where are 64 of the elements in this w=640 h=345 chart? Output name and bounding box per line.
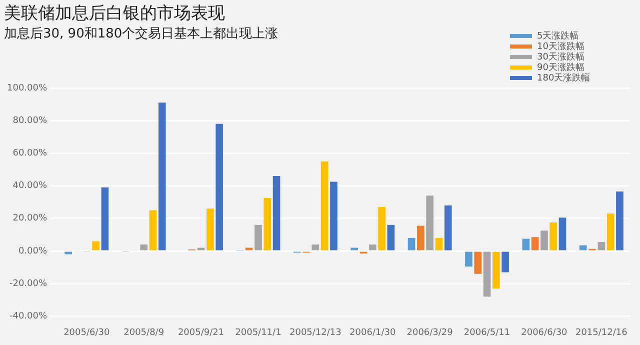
y-tick-label: 40.00% [12,181,48,192]
bar [149,210,157,250]
bar [140,244,148,250]
x-tick-label: 2006/5/11 [464,328,510,338]
bar [444,205,452,250]
chart-subtitle: 加息后30, 90和180个交易日基本上都出现上涨 [4,26,278,42]
bar [531,237,539,250]
bar [492,252,500,288]
bar [272,176,280,250]
bar [158,102,166,250]
bar [64,252,72,254]
bar [254,224,262,250]
bar [408,238,416,250]
bar [216,124,223,250]
bar [474,252,482,274]
x-tick-label: 2005/6/30 [64,328,110,338]
bar [101,187,109,250]
x-tick-label: 2006/6/30 [521,328,568,338]
x-tick-label: 2006/1/30 [350,328,396,338]
bar [483,252,491,297]
bar [465,252,472,266]
bar [522,238,530,250]
bar [320,161,328,250]
y-tick-label: 60.00% [12,148,48,159]
legend-label: 10天涨跌幅 [537,40,584,52]
bar [264,198,272,250]
x-tick-label: 2015/12/16 [575,328,628,338]
y-tick-label: -20.00% [9,278,48,289]
x-tick-label: 2005/9/21 [178,328,224,338]
legend-label: 180天涨跌幅 [537,72,590,84]
bar [616,192,624,250]
bar [550,222,558,250]
chart-title: 美联储加息后白银的市场表现 [4,4,225,24]
bar [368,244,376,250]
bar [540,230,548,250]
bar [378,206,386,250]
y-tick-label: 100.00% [6,83,48,94]
bar [92,241,100,250]
bar [598,242,606,250]
bar [350,248,358,250]
bar [312,244,320,250]
bar [435,238,443,250]
x-tick-label: 2005/12/13 [289,328,342,338]
legend-label: 5天涨跌幅 [537,30,579,42]
bar [417,226,424,250]
legend-label: 30天涨跌幅 [537,51,584,62]
bar [245,248,253,250]
legend-label: 90天涨跌幅 [537,62,584,73]
bar [387,224,395,250]
x-tick-label: 2005/11/1 [235,328,282,338]
y-tick-label: 0.00% [18,246,48,256]
bar [502,252,509,272]
bar [426,196,434,250]
bar [579,245,587,250]
y-tick-label: 80.00% [12,116,48,126]
bar [206,208,214,250]
x-tick-label: 2005/8/9 [124,328,164,338]
bar [606,214,614,250]
y-tick-label: -40.00% [9,312,48,322]
x-tick-label: 2006/3/29 [406,328,454,338]
bar [330,182,338,250]
bar [558,218,566,250]
y-tick-label: 20.00% [12,214,48,224]
bar [197,248,205,250]
